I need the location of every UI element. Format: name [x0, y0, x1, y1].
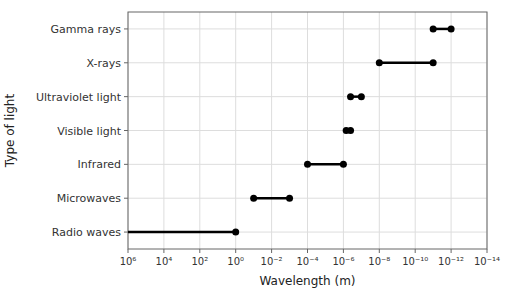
- x-tick-label: 10⁻¹⁴: [474, 256, 500, 267]
- y-tick-label: Microwaves: [57, 192, 122, 205]
- x-axis-label: Wavelength (m): [259, 274, 355, 288]
- y-grid-line: [128, 130, 487, 131]
- range-start-dot: [304, 161, 311, 168]
- range-end-dot: [340, 161, 347, 168]
- y-tick: [124, 130, 128, 131]
- y-grid-line: [128, 96, 487, 97]
- ranges: [128, 25, 455, 235]
- x-tick: [451, 249, 452, 253]
- x-tick: [235, 249, 236, 253]
- x-tick: [487, 249, 488, 253]
- range-end-dot: [358, 93, 365, 100]
- y-axis-label: Type of light: [3, 94, 17, 169]
- y-tick: [124, 232, 128, 233]
- y-tick-label: Ultraviolet light: [36, 91, 122, 104]
- x-tick: [343, 249, 344, 253]
- range-end-dot: [448, 25, 455, 32]
- y-tick: [124, 96, 128, 97]
- x-tick: [379, 249, 380, 253]
- range-end-dot: [347, 127, 354, 134]
- plot-area: [128, 12, 487, 249]
- x-tick: [199, 249, 200, 253]
- range-start-dot: [250, 195, 257, 202]
- range-line: [379, 62, 433, 65]
- y-tick-label: X-rays: [87, 57, 122, 70]
- y-tick-label: Radio waves: [52, 226, 121, 239]
- x-tick: [163, 249, 164, 253]
- x-tick-label: 10²: [191, 256, 208, 267]
- x-tick-label: 10⁶: [120, 256, 137, 267]
- y-grid-line: [128, 198, 487, 199]
- grid: [128, 12, 487, 249]
- x-tick-label: 10⁻¹⁰: [402, 256, 428, 267]
- range-line: [254, 197, 290, 200]
- x-tick-label: 10⁰: [227, 256, 244, 267]
- range-start-dot: [376, 59, 383, 66]
- range-start-dot: [232, 229, 239, 236]
- y-tick-label: Visible light: [57, 125, 121, 138]
- x-tick-label: 10⁴: [156, 256, 173, 267]
- chart: 10⁶ 10⁴ 10² 10⁰ 10⁻² 10⁻⁴ 10⁻⁶ 10⁻⁸ 10⁻¹⁰ 10⁻¹² 10…: [0, 0, 505, 293]
- y-tick-label: Infrared: [78, 158, 121, 171]
- y-tick: [124, 198, 128, 199]
- x-tick-label: 10⁻²: [261, 256, 283, 267]
- x-tick-label: 10⁻⁶: [332, 256, 354, 267]
- x-tick-label: 10⁻¹²: [438, 256, 464, 267]
- y-tick-label: Gamma rays: [51, 23, 122, 36]
- y-tick: [124, 28, 128, 29]
- range-start-dot: [430, 25, 437, 32]
- range-start-dot: [347, 93, 354, 100]
- plot-frame: [128, 12, 487, 249]
- x-tick: [307, 249, 308, 253]
- y-tick: [124, 62, 128, 63]
- range-line: [128, 231, 236, 234]
- x-tick-label: 10⁻⁴: [296, 256, 318, 267]
- range-end-dot: [430, 59, 437, 66]
- x-tick: [415, 249, 416, 253]
- axes: 10⁶ 10⁴ 10² 10⁰ 10⁻² 10⁻⁴ 10⁻⁶ 10⁻⁸ 10⁻¹⁰ 10⁻¹² 10…: [36, 23, 500, 267]
- y-grid-line: [128, 232, 487, 233]
- x-tick-label: 10⁻⁸: [368, 256, 390, 267]
- range-end-dot: [286, 195, 293, 202]
- y-tick: [124, 164, 128, 165]
- range-line: [308, 163, 344, 166]
- x-tick: [128, 249, 129, 253]
- x-tick: [271, 249, 272, 253]
